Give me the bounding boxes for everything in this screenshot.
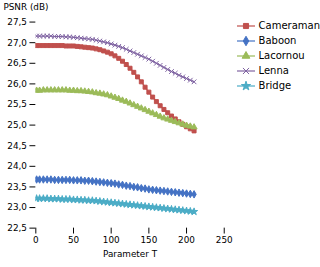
svg-text:26,0: 26,0 xyxy=(7,79,27,89)
svg-text:24,5: 24,5 xyxy=(7,141,27,151)
svg-text:250: 250 xyxy=(216,235,233,245)
html-text:Baboon: Baboon xyxy=(258,35,297,46)
svg-text:26,5: 26,5 xyxy=(7,58,27,68)
svg-text:27,5: 27,5 xyxy=(7,17,27,27)
svg-text:PSNR (dB): PSNR (dB) xyxy=(3,2,48,12)
svg-text:200: 200 xyxy=(178,235,195,245)
svg-text:22,5: 22,5 xyxy=(7,223,27,233)
svg-text:0: 0 xyxy=(33,235,39,245)
svg-text:Parameter T: Parameter T xyxy=(103,249,158,259)
html-text:Bridge: Bridge xyxy=(258,80,292,91)
html-text:Lacornou: Lacornou xyxy=(258,50,305,61)
html-text:Cameraman: Cameraman xyxy=(258,20,320,31)
svg-text:27,0: 27,0 xyxy=(7,38,27,48)
html-text:Lenna: Lenna xyxy=(258,65,289,76)
svg-text:50: 50 xyxy=(68,235,80,245)
svg-text:23,5: 23,5 xyxy=(7,182,27,192)
svg-text:25,0: 25,0 xyxy=(7,120,27,130)
svg-text:100: 100 xyxy=(103,235,120,245)
svg-text:25,5: 25,5 xyxy=(7,99,27,109)
svg-text:24,0: 24,0 xyxy=(7,161,27,171)
svg-text:23,0: 23,0 xyxy=(7,202,27,212)
svg-text:150: 150 xyxy=(140,235,157,245)
